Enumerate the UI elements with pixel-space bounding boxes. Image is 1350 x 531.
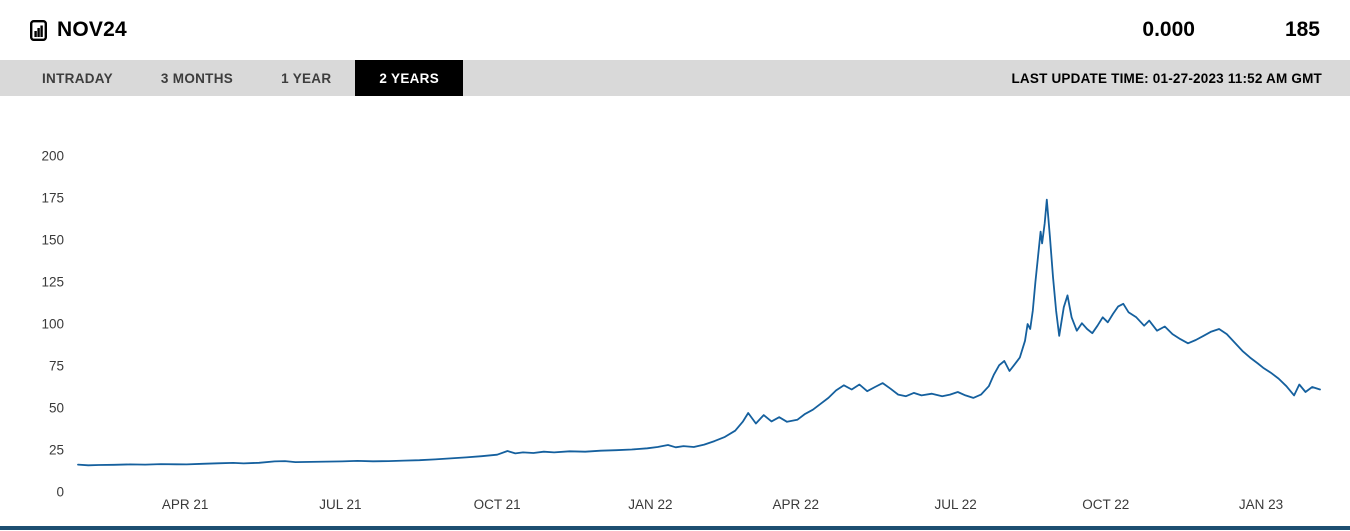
y-tick-label: 175 xyxy=(41,191,64,206)
y-tick-label: 200 xyxy=(41,149,64,164)
x-tick-label: JUL 21 xyxy=(319,497,361,512)
period-tabbar: INTRADAY 3 MONTHS 1 YEAR 2 YEARS LAST UP… xyxy=(0,60,1350,96)
tab-3-months[interactable]: 3 MONTHS xyxy=(137,60,257,96)
y-tick-label: 50 xyxy=(49,401,64,416)
price-chart: 0 25 50 75 100 125 150 175 200 APR 21 JUL 21 OCT 21… xyxy=(0,96,1350,526)
last-update-time: LAST UPDATE TIME: 01-27-2023 11:52 AM GM… xyxy=(1011,70,1322,86)
barchart-logo-icon xyxy=(30,19,47,41)
y-tick-label: 75 xyxy=(49,359,64,374)
x-tick-label: OCT 22 xyxy=(1082,497,1129,512)
symbol-title: NOV24 xyxy=(57,18,127,41)
period-tabs: INTRADAY 3 MONTHS 1 YEAR 2 YEARS xyxy=(18,60,464,96)
y-tick-label: 150 xyxy=(41,233,64,248)
x-tick-label: JAN 23 xyxy=(1239,497,1283,512)
tab-intraday[interactable]: INTRADAY xyxy=(18,60,137,96)
tab-2-years[interactable]: 2 YEARS xyxy=(355,60,464,96)
y-tick-label: 25 xyxy=(49,443,64,458)
y-tick-label: 100 xyxy=(41,317,64,332)
tab-1-year[interactable]: 1 YEAR xyxy=(257,60,355,96)
x-tick-label: APR 22 xyxy=(773,497,820,512)
header-left: NOV24 xyxy=(30,18,127,42)
bottom-border xyxy=(0,526,1350,530)
header-quotes: 0.000 185 xyxy=(1142,18,1320,42)
y-tick-label: 125 xyxy=(41,275,64,290)
y-tick-label: 0 xyxy=(56,485,64,500)
header-value-right: 185 xyxy=(1284,18,1320,41)
header: NOV24 0.000 185 xyxy=(0,0,1350,60)
header-value-left: 0.000 xyxy=(1142,18,1195,41)
price-line xyxy=(77,198,1321,467)
x-tick-label: JAN 22 xyxy=(628,497,672,512)
x-tick-label: APR 21 xyxy=(162,497,209,512)
x-tick-label: OCT 21 xyxy=(474,497,521,512)
x-tick-label: JUL 22 xyxy=(935,497,977,512)
price-chart-svg: 0 25 50 75 100 125 150 175 200 APR 21 JUL 21 OCT 21… xyxy=(41,149,1321,512)
